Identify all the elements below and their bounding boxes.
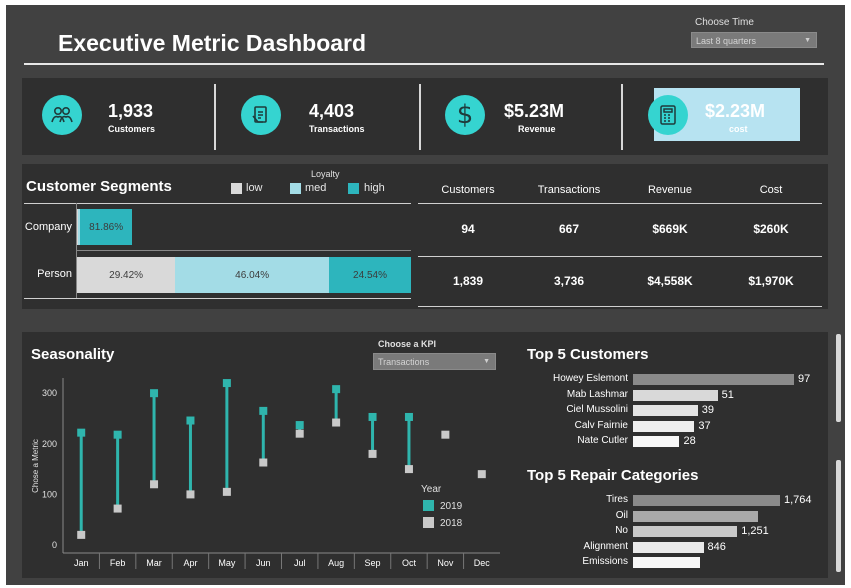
kpi-customers-label: Customers: [108, 124, 156, 134]
receipt-icon: [241, 95, 281, 135]
top-repair-bar: [633, 541, 704, 553]
top-repair-value: 1,251: [741, 525, 769, 537]
table-bottom-rule: [418, 306, 822, 307]
segments-mid-rule: [77, 250, 411, 251]
segment-bar-person-low: 29.42%: [77, 257, 176, 293]
top-customer-name: Ciel Mussolini: [566, 404, 628, 415]
person-cost: $1,970K: [748, 274, 794, 288]
top-customer-name: Calv Fairnie: [574, 419, 628, 431]
top-repair-value: 1,764: [784, 494, 812, 506]
legend-swatch-high: [348, 183, 359, 194]
segments-title: Customer Segments: [26, 178, 172, 195]
top-repair-bar: [633, 495, 780, 506]
chevron-down-icon: ▼: [483, 358, 490, 365]
top-customer-bar: [633, 420, 695, 432]
people-icon: [42, 95, 82, 135]
top-customer-bar: [633, 389, 718, 401]
page-title: Executive Metric Dashboard: [58, 30, 367, 56]
top-customer-value: 37: [698, 419, 711, 432]
time-filter-label: Choose Time: [695, 17, 754, 28]
top-customer-value: 51: [721, 388, 734, 401]
segment-row-label-person: Person: [37, 268, 72, 280]
scrollbar-lower[interactable]: [836, 460, 841, 572]
seasonality-title: Seasonality: [31, 346, 115, 363]
segments-axis: [76, 203, 77, 298]
col-header-cost: Cost: [759, 184, 783, 196]
segment-row-label-company: Company: [24, 221, 72, 233]
kpi-select-label: Choose a KPI: [378, 339, 437, 349]
kpi-divider: [214, 84, 216, 150]
top-repair-bar: [633, 526, 738, 537]
top-repair-value: 846: [707, 540, 726, 553]
scrollbar-upper[interactable]: [836, 334, 841, 422]
top-repairs-title: Top 5 Repair Categories: [527, 467, 699, 484]
kpi-revenue-value: $5.23M: [504, 101, 565, 121]
kpi-divider: [419, 84, 421, 150]
legend-label-high: high: [364, 182, 385, 194]
kpi-revenue-label: Revenue: [518, 124, 556, 134]
segment-bar-company-med: [78, 209, 81, 245]
calculator-icon: [648, 95, 688, 135]
table-row-rule: [418, 256, 822, 257]
table-header-rule: [418, 203, 822, 204]
segment-bar-person-med: 46.04%: [175, 257, 330, 293]
company-customers: 94: [461, 222, 475, 236]
loyalty-legend-title: Loyalty: [311, 169, 340, 179]
kpi-transactions-label: Transactions: [309, 124, 365, 134]
top-customer-name: Nate Cutler: [577, 435, 628, 446]
kpi-customers-value: 1,933: [108, 101, 154, 121]
legend-swatch-med: [290, 183, 301, 194]
segments-top-rule: [24, 203, 411, 204]
kpi-cost-label: cost: [729, 124, 748, 134]
legend-swatch-low: [231, 183, 242, 194]
company-cost: $260K: [753, 222, 789, 236]
top-customer-name: Mab Lashmar: [566, 388, 628, 400]
legend-label-low: low: [246, 182, 263, 194]
kpi-transactions-value: 4,403: [309, 101, 355, 121]
person-revenue: $4,558K: [647, 274, 693, 288]
title-divider: [24, 63, 824, 65]
top-customer-value: 39: [701, 404, 714, 416]
top-customer-bar: [633, 405, 698, 416]
top-repair-name: Oil: [615, 509, 628, 521]
person-customers: 1,839: [452, 274, 484, 288]
kpi-cost-value: $2.23M: [705, 101, 766, 121]
top-customer-bar: [633, 436, 680, 447]
top-repair-bar: [633, 510, 758, 522]
dollar-icon: $: [445, 95, 485, 135]
segment-bar-company-low: [77, 209, 79, 245]
company-transactions: 667: [558, 222, 580, 236]
chevron-down-icon: ▼: [804, 37, 811, 44]
top-customers-title: Top 5 Customers: [527, 346, 649, 363]
top-customer-bar: [633, 374, 794, 385]
time-filter-select[interactable]: Last 8 quarters ▼: [691, 32, 817, 48]
kpi-select[interactable]: Transactions ▼: [373, 353, 496, 370]
company-revenue: $669K: [652, 222, 688, 236]
top-customer-value: 28: [683, 435, 696, 447]
kpi-divider: [621, 84, 623, 150]
kpi-select-value: Transactions: [378, 357, 430, 367]
segment-bar-person-high: 24.54%: [329, 257, 411, 293]
top-repair-bar: [633, 557, 700, 568]
segments-bottom-rule: [24, 298, 411, 299]
time-filter-value: Last 8 quarters: [696, 36, 757, 46]
top-repair-name: No: [615, 525, 628, 536]
top-repair-name: Emissions: [582, 556, 628, 567]
top-customer-name: Howey Eslemont: [552, 373, 628, 384]
col-header-revenue: Revenue: [647, 184, 693, 196]
bottom-panel: [22, 332, 828, 578]
col-header-customers: Customers: [441, 184, 495, 196]
top-repair-name: Alignment: [583, 540, 628, 552]
segment-bar-company-high: 81.86%: [80, 209, 133, 245]
legend-label-med: med: [305, 182, 327, 194]
top-repair-name: Tires: [606, 494, 628, 505]
col-header-transactions: Transactions: [537, 184, 601, 196]
top-customer-value: 97: [798, 373, 811, 385]
person-transactions: 3,736: [553, 274, 585, 288]
